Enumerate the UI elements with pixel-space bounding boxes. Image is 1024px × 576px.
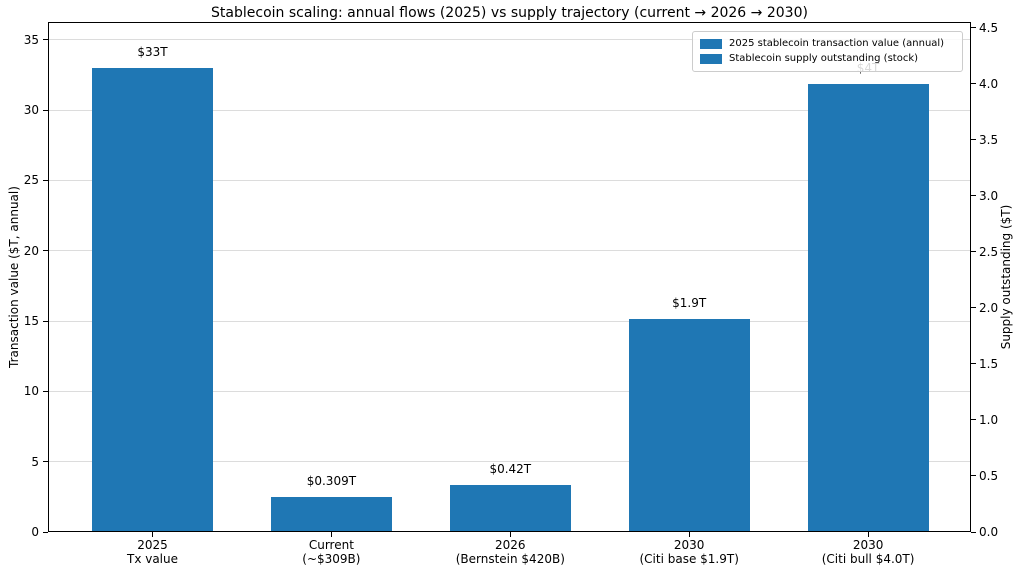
- y-tick-label-right: 2.5: [979, 244, 999, 259]
- gridline: [49, 39, 970, 41]
- x-tick-label-line2: (Citi bull $4.0T): [821, 552, 915, 566]
- bar: [449, 484, 571, 532]
- x-tick-label-line2: (Bernstein $420B): [455, 552, 565, 566]
- x-tick-label-line1: 2030: [673, 538, 705, 552]
- bar-annotation: $0.309T: [306, 474, 357, 489]
- x-tick-mark: [509, 532, 511, 537]
- chart-title: Stablecoin scaling: annual flows (2025) …: [211, 5, 808, 21]
- x-tick-mark: [330, 532, 332, 537]
- left-tick-mark: [43, 390, 48, 392]
- right-tick-mark: [971, 251, 976, 253]
- legend-item: 2025 stablecoin transaction value (annua…: [700, 37, 955, 51]
- left-tick-mark: [43, 320, 48, 322]
- bar-annotation: $33T: [137, 44, 168, 59]
- y-tick-label-left: 0: [31, 525, 39, 539]
- y-tick-label-right: 0.5: [979, 468, 999, 483]
- y-tick-label-right: 1.0: [979, 412, 999, 427]
- right-tick-mark: [971, 307, 976, 309]
- right-tick-mark: [971, 475, 976, 477]
- gridline: [49, 390, 970, 392]
- x-tick-label: Current (~$309B): [241, 538, 421, 566]
- left-tick-mark: [43, 179, 48, 181]
- legend-item-label: Stablecoin supply outstanding (stock): [729, 53, 919, 64]
- x-tick-label-line1: 2030: [852, 538, 884, 552]
- right-axis-label: Supply outstanding ($T): [999, 204, 1013, 350]
- x-tick-mark: [688, 532, 690, 537]
- gridline: [49, 461, 970, 463]
- left-tick-mark: [43, 461, 48, 463]
- y-tick-label-left: 25: [23, 173, 39, 188]
- y-tick-label-left: 5: [31, 454, 39, 469]
- y-tick-label-right: 4.0: [979, 76, 999, 91]
- x-tick-label: 2030 (Citi base $1.9T): [599, 538, 779, 566]
- y-tick-label-left: 35: [23, 32, 39, 47]
- gridline: [49, 250, 970, 252]
- x-tick-label: 2025 Tx value: [63, 538, 243, 566]
- right-tick-mark: [971, 531, 976, 533]
- bar: [807, 83, 929, 532]
- right-tick-mark: [971, 195, 976, 197]
- gridline: [49, 109, 970, 111]
- right-tick-mark: [971, 363, 976, 365]
- y-tick-label-left: 15: [23, 314, 39, 329]
- y-tick-label-left: 30: [23, 103, 39, 118]
- y-tick-label-right: 1.5: [979, 356, 999, 371]
- x-tick-label-line1: 2025: [137, 538, 168, 552]
- legend-item: Stablecoin supply outstanding (stock): [700, 52, 955, 66]
- x-tick-label: 2026 (Bernstein $420B): [420, 538, 600, 566]
- x-tick-mark: [152, 532, 153, 537]
- x-tick-mark: [867, 532, 869, 537]
- y-tick-label-left: 10: [23, 384, 39, 399]
- right-tick-mark: [971, 27, 976, 29]
- gridline: [49, 179, 970, 181]
- bar: [628, 319, 750, 532]
- y-tick-label-right: 4.5: [979, 20, 999, 35]
- y-tick-label-left: 20: [23, 243, 39, 258]
- x-tick-label-line2: Tx value: [126, 552, 179, 566]
- right-tick-mark: [971, 419, 976, 421]
- x-tick-label-line1: 2026: [495, 538, 526, 552]
- y-tick-label-right: 3.5: [979, 132, 999, 147]
- bar-annotation: $1.9T: [672, 296, 707, 311]
- x-tick-label-line1: Current: [308, 538, 354, 552]
- left-tick-mark: [43, 531, 48, 533]
- right-tick-mark: [971, 139, 976, 141]
- y-tick-label-right: 0.0: [979, 525, 999, 539]
- y-tick-label-right: 3.0: [979, 188, 999, 203]
- legend-swatch-icon: [700, 54, 722, 64]
- legend-item-label: 2025 stablecoin transaction value (annua…: [729, 38, 945, 49]
- left-tick-mark: [43, 39, 48, 41]
- legend: 2025 stablecoin transaction value (annua…: [692, 31, 963, 72]
- legend-swatch-icon: [700, 39, 722, 49]
- bar: [92, 67, 213, 532]
- y-tick-label-right: 2.0: [979, 300, 999, 315]
- right-tick-mark: [971, 83, 976, 85]
- left-tick-mark: [43, 250, 48, 252]
- bar-annotation: $0.42T: [489, 461, 532, 476]
- x-tick-label-line2: (Citi base $1.9T): [639, 552, 739, 566]
- x-tick-label-line2: (~$309B): [302, 552, 361, 566]
- bar: [270, 497, 392, 532]
- x-tick-label: 2030 (Citi bull $4.0T): [778, 538, 958, 566]
- left-tick-mark: [43, 109, 48, 111]
- gridline: [49, 320, 970, 322]
